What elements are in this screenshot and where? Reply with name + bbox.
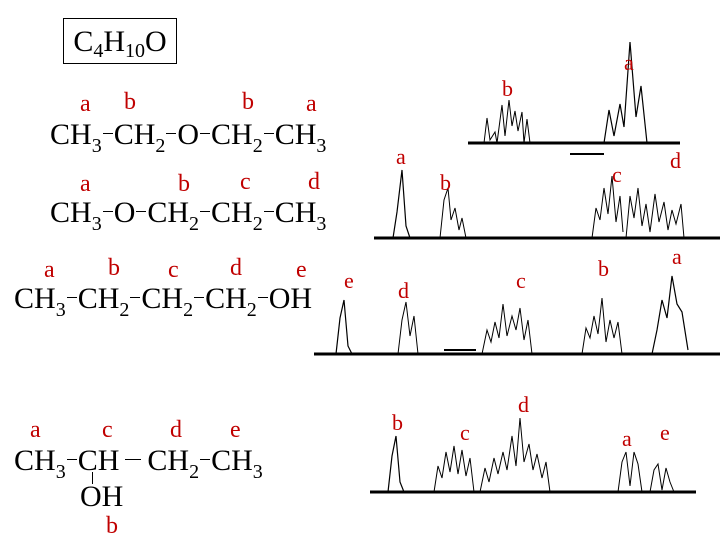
structure4-label-2: c: [102, 417, 113, 443]
molecular-formula-box: C4H10O: [63, 18, 177, 64]
spectrum-4: [370, 417, 696, 494]
spectrum-4-label-e: e: [660, 420, 670, 445]
structure2-label-2: b: [178, 171, 190, 197]
spectrum-3-label-d: d: [398, 278, 409, 303]
spectrum-2-label-c: c: [612, 162, 622, 187]
spectrum-3-peak-b: [581, 297, 623, 355]
spectrum-2-peak-a: [392, 169, 411, 239]
spectrum-1: [468, 41, 680, 155]
structure1-label-3: b: [242, 89, 254, 115]
spectrum-3-label-a: a: [672, 244, 682, 269]
structure4-hydroxyl: OH: [80, 480, 124, 513]
spectrum-4-peak-c: [433, 445, 475, 493]
spectrum-3-label-c: c: [516, 268, 526, 293]
structure3-label-1: a: [44, 257, 55, 283]
spectrum-4-peak-d: [479, 417, 551, 493]
structure3-label-2: b: [108, 255, 120, 281]
spectrum-4-label-c: c: [460, 420, 470, 445]
spectrum-4-peak-b: [387, 435, 405, 493]
structure1-label-4: a: [306, 91, 317, 117]
spectrum-1-peak-group-a: [603, 41, 648, 144]
structure4-label-5: b: [106, 513, 118, 539]
spectrum-4-peak-a: [617, 451, 643, 493]
structure3-label-4: d: [230, 255, 242, 281]
spectrum-1-peak-group-b: [483, 99, 531, 144]
spectrum-3-label-e: e: [344, 268, 354, 293]
structure2-label-1: a: [80, 171, 91, 197]
structure3-label-3: c: [168, 257, 179, 283]
spectrum-4-label-a: a: [622, 426, 632, 451]
formula-c: C: [73, 25, 94, 58]
structure1-formula: CH3 CH2 O CH2 CH3: [50, 118, 327, 157]
structure3-label-5: e: [296, 257, 307, 283]
spectrum-4-label-d: d: [518, 392, 529, 417]
structure4-label-4: e: [230, 417, 241, 443]
structure3-formula: CH3 CH2 CH2 CH2 OH: [14, 282, 313, 321]
spectrum-2: [374, 169, 720, 240]
spectrum-2-label-d: d: [670, 148, 681, 173]
structure4-label-3: d: [170, 417, 182, 443]
structure4-formula: CH3 CH CH2 CH3: [14, 444, 263, 483]
spectrum-3-label-b: b: [598, 256, 609, 281]
spectrum-3-peak-e: [335, 299, 353, 355]
formula-o: O: [145, 25, 167, 58]
structure2-formula: CH3 O CH2 CH2 CH3: [50, 196, 327, 235]
spectrum-3-peak-c: [481, 303, 533, 355]
formula-c-count: 4: [93, 40, 104, 62]
structure4-branch-bond: [92, 472, 93, 484]
spectrum-4-peak-e: [649, 462, 675, 493]
spectrum-2-peak-b: [439, 187, 467, 239]
structure1-label-2: b: [124, 89, 136, 115]
structure2-label-4: d: [308, 169, 320, 195]
spectrum-3-peak-d: [397, 301, 419, 355]
structure1-label-1: a: [80, 91, 91, 117]
spectrum-4-label-b: b: [392, 410, 403, 435]
spectrum-1-label-b: b: [502, 76, 513, 101]
spectrum-3-peak-a: [651, 275, 689, 355]
structure4-label-1: a: [30, 417, 41, 443]
spectrum-2-label-b: b: [440, 170, 451, 195]
formula-h-count: 10: [125, 40, 145, 62]
spectrum-2-peak-d: [625, 187, 685, 239]
spectrum-1-label-a: a: [624, 50, 634, 75]
formula-h: H: [103, 25, 125, 58]
spectrum-2-peak-c: [591, 175, 624, 239]
spectrum-3: [314, 275, 720, 356]
structure2-label-3: c: [240, 169, 251, 195]
spectrum-2-label-a: a: [396, 144, 406, 169]
